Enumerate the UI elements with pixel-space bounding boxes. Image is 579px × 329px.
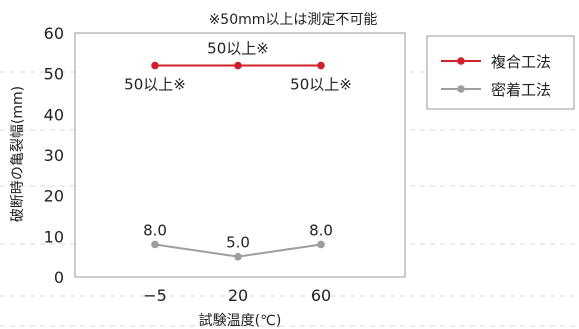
data-label: 5.0 [226,234,250,252]
legend-label: 密着工法 [491,81,551,99]
series-group: 50以上※ 50以上※ 50以上※ 8.0 5.0 8.0 [124,40,352,261]
data-point [234,252,242,261]
plot-area [74,32,406,278]
data-point [234,61,242,70]
y-tick-label: 20 [44,187,64,206]
y-tick-label: 10 [44,227,64,246]
legend-marker [457,85,465,93]
data-label: 8.0 [309,221,333,239]
data-point [317,61,325,70]
data-point [151,61,159,70]
y-tick-label: 60 [44,24,64,43]
data-label: 50以上※ [124,76,186,94]
x-tick-label: −5 [143,286,167,305]
y-tick-label: 0 [54,268,64,287]
y-tick-label: 30 [44,146,64,165]
x-tick-label: 60 [311,286,331,305]
data-point [151,240,159,249]
x-tick-label: 20 [228,286,248,305]
legend-marker [457,57,465,65]
data-label: 50以上※ [207,40,269,58]
y-tick-label: 40 [44,105,64,124]
y-tick-labels: 0 10 20 30 40 50 60 [44,24,64,287]
x-axis-label: 試験温度(℃) [199,313,282,329]
data-point [317,240,325,249]
data-label: 8.0 [143,221,167,239]
legend-label: 複合工法 [491,53,551,71]
data-label: 50以上※ [290,76,352,94]
y-tick-label: 50 [44,65,64,84]
legend-box [426,35,575,110]
y-axis-label: 破断時の亀裂幅(mm) [10,86,26,222]
chart-title: ※50mm以上は測定不可能 [209,12,378,28]
x-tick-labels: −5 20 60 [143,286,331,305]
